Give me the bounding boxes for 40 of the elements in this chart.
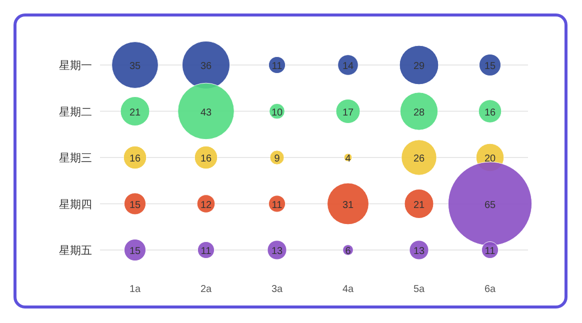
data-label: 28 [413, 107, 425, 118]
data-label: 15 [129, 246, 141, 257]
y-tick-label: 星期五 [59, 245, 92, 257]
x-tick-label: 2a [200, 284, 212, 295]
data-label: 14 [342, 61, 354, 72]
data-label: 31 [342, 200, 354, 211]
x-tick-label: 4a [342, 284, 354, 295]
data-label: 20 [484, 154, 496, 164]
data-label: 10 [271, 107, 283, 118]
data-label: 13 [271, 246, 283, 257]
data-label: 65 [484, 200, 496, 211]
data-label: 15 [129, 200, 141, 211]
data-label: 36 [200, 61, 212, 72]
y-tick-label: 星期一 [59, 60, 92, 72]
x-tick-label: 3a [271, 284, 283, 295]
x-tick-label: 1a [129, 284, 141, 295]
data-label: 16 [129, 154, 141, 164]
data-label: 35 [129, 61, 141, 72]
data-label: 13 [413, 246, 425, 257]
data-label: 11 [272, 61, 283, 72]
data-label: 29 [413, 61, 425, 72]
data-label: 11 [484, 246, 496, 257]
y-tick-label: 星期三 [59, 152, 92, 164]
data-label: 9 [274, 154, 280, 164]
data-label: 16 [484, 107, 496, 118]
data-label: 16 [200, 154, 212, 164]
data-label: 21 [413, 200, 425, 211]
y-tick-label: 星期二 [59, 106, 92, 118]
data-label: 11 [272, 200, 283, 211]
data-label: 26 [413, 154, 425, 164]
data-label: 12 [200, 200, 212, 211]
data-label: 17 [342, 107, 354, 118]
data-label: 21 [129, 107, 141, 118]
data-label: 6 [345, 246, 352, 257]
x-tick-label: 6a [484, 284, 496, 295]
data-label: 43 [200, 107, 212, 118]
y-tick-label: 星期四 [59, 198, 92, 211]
x-tick-label: 5a [413, 284, 425, 295]
data-label: 15 [484, 61, 496, 72]
data-label: 11 [200, 246, 212, 257]
